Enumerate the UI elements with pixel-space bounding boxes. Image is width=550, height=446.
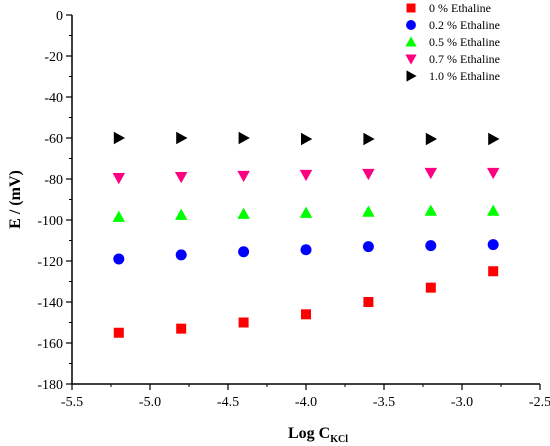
x-tick-label: -3.0 [451,395,473,410]
data-point [363,297,374,307]
data-point [362,241,374,253]
data-point [424,167,438,180]
y-tick-label: -140 [37,296,63,311]
data-point [174,171,188,184]
x-tick-label: -4.5 [217,395,239,410]
data-point [176,323,187,334]
data-point [299,169,313,182]
data-point [238,131,250,145]
y-tick-label: -180 [37,378,63,393]
data-point [237,207,250,219]
x-axis-title: Log CKCl [288,425,348,445]
data-point [362,168,375,181]
data-point [176,131,188,145]
data-point [425,240,437,252]
y-tick-label: -80 [44,173,63,188]
data-point [425,132,438,146]
data-point [300,244,312,256]
legend-label: 0 % Ethaline [429,1,491,15]
data-point [301,132,313,146]
data-point [238,317,249,328]
data-point [113,253,125,265]
data-point [425,282,436,293]
y-tick-label: -120 [37,255,63,270]
data-point [486,167,500,180]
legend-label: 0.2 % Ethaline [429,18,500,32]
legend-marker [405,36,417,47]
y-tick-label: -60 [44,132,63,147]
y-tick-label: -40 [44,91,63,106]
x-tick-label: -2.5 [529,395,550,410]
data-points [112,131,500,338]
y-axis-title: E / (mV) [7,170,24,229]
x-tick-label: -3.5 [373,395,395,410]
legend-marker [406,3,416,13]
data-point [424,204,438,216]
data-point [362,205,375,217]
y-tick-label: 0 [56,9,63,24]
y-tick-label: -20 [44,50,63,65]
legend: 0 % Ethaline 0.2 % Ethaline 0.5 % Ethaline… [405,1,500,83]
legend-label: 0.5 % Ethaline [429,35,500,49]
y-tick-label: -160 [37,337,63,352]
data-point [301,309,311,320]
axis-ticks: -5.5 -5.0 -4.5 -4.0 -3.5 -3.0 -2.5 0 -20 -40 -60 -8… [37,9,550,410]
data-point [299,206,313,218]
x-tick-label: -5.5 [61,395,83,410]
data-point [113,131,126,145]
legend-marker [405,54,417,65]
data-point [488,132,500,146]
data-point [238,246,250,258]
data-point [112,210,126,222]
data-point [363,132,375,146]
data-point [237,170,250,183]
data-point [488,266,499,277]
data-point [174,208,188,220]
y-tick-label: -100 [37,214,63,229]
x-axis-title-main: Log C [288,425,330,442]
data-point [487,239,499,251]
legend-marker [406,70,417,82]
legend-marker [406,20,416,30]
data-point [486,204,500,216]
x-tick-label: -5.0 [139,395,161,410]
x-tick-label: -4.0 [295,395,317,410]
legend-label: 0.7 % Ethaline [429,52,500,66]
legend-label: 1.0 % Ethaline [429,69,500,83]
x-axis-title-subscript: KCl [330,434,348,445]
data-point [112,172,126,185]
data-point [113,327,124,338]
data-point [175,249,187,261]
